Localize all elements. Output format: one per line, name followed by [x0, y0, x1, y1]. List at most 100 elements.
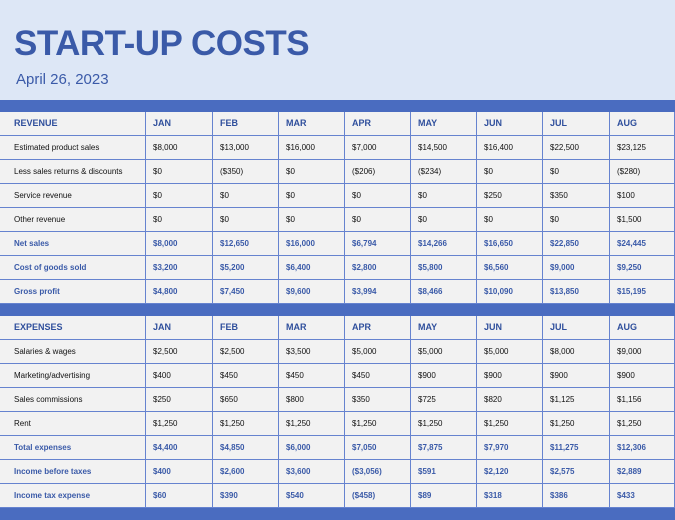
cell-value: $8,000 — [146, 232, 213, 256]
cell-value: $24,445 — [610, 232, 675, 256]
cell-value: $10,090 — [477, 280, 543, 304]
cell-value: $8,000 — [543, 340, 610, 364]
cell-value: $450 — [213, 364, 279, 388]
cell-value: $725 — [411, 388, 477, 412]
cell-value: $540 — [279, 484, 345, 508]
cell-value: $5,200 — [213, 256, 279, 280]
cell-value: $0 — [543, 208, 610, 232]
cell-value: ($350) — [213, 160, 279, 184]
column-header: AUG — [610, 316, 675, 340]
cell-value: $0 — [411, 184, 477, 208]
cell-value: $6,000 — [279, 436, 345, 460]
cell-value: $9,000 — [543, 256, 610, 280]
column-header: MAY — [411, 316, 477, 340]
cell-value: $400 — [146, 364, 213, 388]
cell-value: $22,850 — [543, 232, 610, 256]
cell-value: $6,560 — [477, 256, 543, 280]
row-label: Income before taxes — [0, 460, 146, 484]
cell-value: $60 — [146, 484, 213, 508]
cell-value: $16,000 — [279, 136, 345, 160]
title: START-UP COSTS — [14, 24, 310, 63]
cell-value: $4,400 — [146, 436, 213, 460]
row-label: Rent — [0, 412, 146, 436]
column-header: APR — [345, 112, 411, 136]
band — [0, 100, 675, 112]
cell-value: ($458) — [345, 484, 411, 508]
column-header: FEB — [213, 112, 279, 136]
cell-value: $591 — [411, 460, 477, 484]
column-header: MAY — [411, 112, 477, 136]
cell-value: $1,250 — [146, 412, 213, 436]
cell-value: $0 — [477, 208, 543, 232]
cell-value: $386 — [543, 484, 610, 508]
cell-value: $11,275 — [543, 436, 610, 460]
cell-value: $0 — [146, 208, 213, 232]
cell-value: $1,500 — [610, 208, 675, 232]
cell-value: $0 — [345, 208, 411, 232]
cell-value: $16,650 — [477, 232, 543, 256]
cell-value: $9,000 — [610, 340, 675, 364]
row-label: Cost of goods sold — [0, 256, 146, 280]
cell-value: $7,875 — [411, 436, 477, 460]
cell-value: $5,000 — [345, 340, 411, 364]
cell-value: $0 — [477, 160, 543, 184]
cell-value: $13,000 — [213, 136, 279, 160]
row-label: Income tax expense — [0, 484, 146, 508]
cell-value: $7,050 — [345, 436, 411, 460]
row-label: Service revenue — [0, 184, 146, 208]
cell-value: $390 — [213, 484, 279, 508]
cell-value: $0 — [279, 160, 345, 184]
cell-value: $2,500 — [146, 340, 213, 364]
cell-value: $900 — [411, 364, 477, 388]
cell-value: $3,600 — [279, 460, 345, 484]
cell-value: $1,250 — [543, 412, 610, 436]
cell-value: $3,994 — [345, 280, 411, 304]
row-label: Salaries & wages — [0, 340, 146, 364]
cell-value: $318 — [477, 484, 543, 508]
row-label: Net sales — [0, 232, 146, 256]
cell-value: $14,266 — [411, 232, 477, 256]
cell-value: $14,500 — [411, 136, 477, 160]
cell-value: $0 — [146, 160, 213, 184]
cell-value: $5,000 — [477, 340, 543, 364]
row-label: Other revenue — [0, 208, 146, 232]
cell-value: $1,250 — [411, 412, 477, 436]
cell-value: $900 — [477, 364, 543, 388]
cell-value: $0 — [345, 184, 411, 208]
cell-value: $400 — [146, 460, 213, 484]
column-header: JUL — [543, 112, 610, 136]
cell-value: $1,250 — [345, 412, 411, 436]
cell-value: $1,250 — [610, 412, 675, 436]
column-header: JAN — [146, 112, 213, 136]
cell-value: $0 — [213, 208, 279, 232]
cell-value: $7,000 — [345, 136, 411, 160]
cell-value: $4,850 — [213, 436, 279, 460]
cell-value: $12,650 — [213, 232, 279, 256]
cell-value: $250 — [477, 184, 543, 208]
band — [0, 304, 675, 316]
date: April 26, 2023 — [16, 71, 109, 88]
cell-value: $650 — [213, 388, 279, 412]
cell-value: $9,250 — [610, 256, 675, 280]
cell-value: $23,125 — [610, 136, 675, 160]
cell-value: $3,200 — [146, 256, 213, 280]
cell-value: $100 — [610, 184, 675, 208]
cell-value: $450 — [279, 364, 345, 388]
cell-value: $2,889 — [610, 460, 675, 484]
cell-value: ($234) — [411, 160, 477, 184]
cell-value: $22,500 — [543, 136, 610, 160]
row-label: Total expenses — [0, 436, 146, 460]
cell-value: $433 — [610, 484, 675, 508]
cell-value: $0 — [279, 208, 345, 232]
cell-value: $250 — [146, 388, 213, 412]
cell-value: $6,400 — [279, 256, 345, 280]
cell-value: $1,156 — [610, 388, 675, 412]
cell-value: $900 — [543, 364, 610, 388]
cell-value: $4,800 — [146, 280, 213, 304]
cell-value: $6,794 — [345, 232, 411, 256]
cell-value: $350 — [345, 388, 411, 412]
cell-value: $2,500 — [213, 340, 279, 364]
cell-value: $5,000 — [411, 340, 477, 364]
band — [0, 508, 675, 520]
